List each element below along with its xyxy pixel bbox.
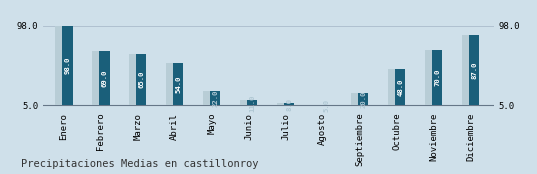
Bar [432, 50, 442, 105]
Bar [284, 103, 294, 105]
Bar [92, 51, 103, 105]
Bar [240, 100, 250, 105]
Bar [166, 64, 177, 105]
Text: 69.0: 69.0 [101, 69, 107, 87]
Bar [210, 91, 220, 105]
Bar [395, 69, 405, 105]
Bar [277, 103, 287, 105]
Bar [55, 26, 66, 105]
Text: 22.0: 22.0 [212, 89, 218, 107]
Bar [388, 69, 398, 105]
Bar [462, 35, 472, 105]
Text: 8.0: 8.0 [286, 98, 292, 111]
Text: Precipitaciones Medias en castillonroy: Precipitaciones Medias en castillonroy [21, 159, 259, 169]
Bar [129, 54, 140, 105]
Text: 48.0: 48.0 [397, 78, 403, 96]
Text: 98.0: 98.0 [64, 57, 70, 74]
Bar [469, 35, 479, 105]
Bar [351, 93, 361, 105]
Bar [425, 50, 436, 105]
Text: 54.0: 54.0 [175, 76, 182, 93]
Text: 70.0: 70.0 [434, 69, 440, 86]
Bar [358, 93, 368, 105]
Bar [247, 100, 257, 105]
Text: 20.0: 20.0 [360, 90, 366, 108]
Bar [62, 26, 72, 105]
Bar [99, 51, 110, 105]
Bar [203, 91, 213, 105]
Text: 5.0: 5.0 [323, 99, 329, 112]
Text: 11.0: 11.0 [249, 94, 255, 112]
Text: 87.0: 87.0 [471, 62, 477, 79]
Bar [173, 64, 184, 105]
Text: 65.0: 65.0 [139, 71, 144, 89]
Bar [136, 54, 147, 105]
